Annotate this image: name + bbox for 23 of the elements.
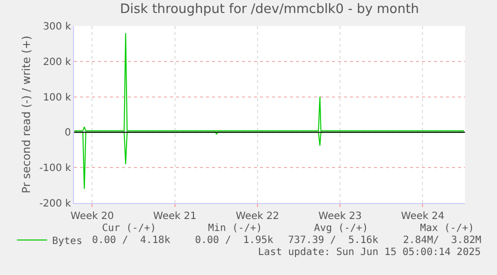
legend-label: Bytes [52, 236, 82, 247]
y-tick-label: -100 k [39, 163, 72, 174]
y-axis-title: Pr second read (-) / write (+) [20, 36, 33, 194]
x-tick-label: Week 22 [236, 211, 280, 222]
x-tick-label: Week 23 [318, 211, 362, 222]
x-tick-label: Week 20 [70, 211, 114, 222]
text: Max (-/+) [420, 223, 474, 234]
text: Cur (-/+) [102, 223, 156, 234]
y-tick-label: 0 [64, 128, 71, 139]
text: 0.00 / 4.18k [92, 235, 170, 246]
x-tick-label: Week 24 [401, 211, 444, 222]
y-tick-label: -200 k [39, 198, 72, 210]
text: Min (-/+) [208, 223, 262, 234]
text: 2.84M/ 3.82M [403, 235, 482, 246]
text: Avg (-/+) [314, 223, 368, 234]
y-tick-label: 100 k [42, 92, 72, 104]
y-tick-label: 300 k [42, 22, 72, 32]
text: Last update: Sun Jun 15 05:00:14 2025 [258, 247, 481, 258]
text: 737.39 / 5.16k [288, 235, 378, 246]
y-tick-label: 200 k [42, 56, 72, 68]
text: 0.00 / 1.95k [195, 235, 274, 246]
x-tick-label: Week 21 [153, 211, 196, 222]
chart-title: Disk throughput for /dev/mmcblk0 - by month [120, 2, 419, 18]
